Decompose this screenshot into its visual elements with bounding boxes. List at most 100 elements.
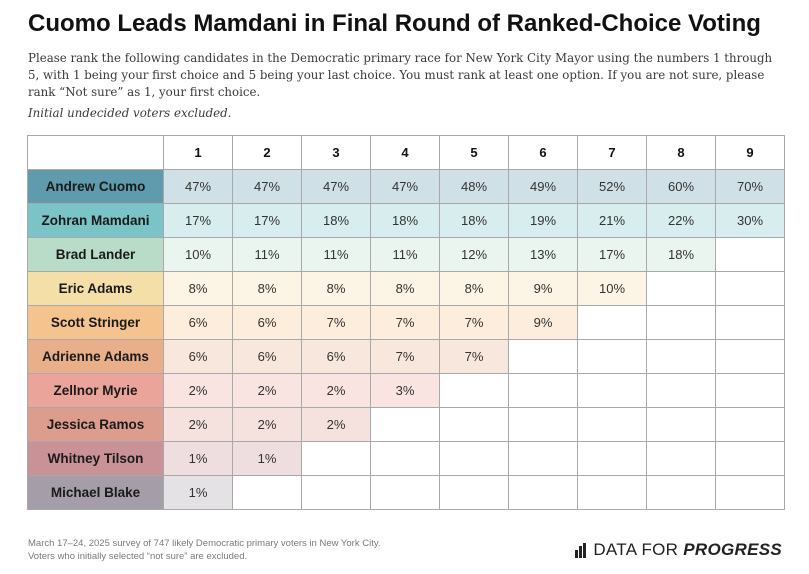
empty-cell [508,475,578,510]
vote-share-cell: 9% [508,305,578,340]
empty-cell [646,305,716,340]
round-header: 2 [232,135,302,170]
empty-cell [577,339,647,374]
vote-share-cell: 11% [232,237,302,272]
empty-cell [715,475,785,510]
round-header: 8 [646,135,716,170]
empty-cell [715,373,785,408]
question-text: Please rank the following candidates in … [28,51,773,99]
empty-cell [439,441,509,476]
empty-cell [715,339,785,374]
vote-share-cell: 3% [370,373,440,408]
empty-cell [646,271,716,306]
candidate-name: Eric Adams [27,271,164,306]
empty-cell [715,237,785,272]
vote-share-cell: 8% [163,271,233,306]
vote-share-cell: 7% [439,305,509,340]
empty-cell [646,373,716,408]
candidate-name: Adrienne Adams [27,339,164,374]
round-header: 3 [301,135,371,170]
bar-chart-icon [575,542,587,558]
vote-share-cell: 17% [163,203,233,238]
vote-share-cell: 2% [232,407,302,442]
empty-cell [646,475,716,510]
candidate-name: Whitney Tilson [27,441,164,476]
round-header: 5 [439,135,509,170]
candidate-name: Andrew Cuomo [27,169,164,204]
table-row: Zellnor Myrie 2% 2% 2% 3% [27,373,785,408]
table-row: Whitney Tilson 1% 1% [27,441,785,476]
table-row: Andrew Cuomo 47% 47% 47% 47% 48% 49% 52% 60% 70% [27,169,785,204]
chart-title: Cuomo Leads Mamdani in Final Round of Ra… [28,10,761,37]
table-row: Adrienne Adams 6% 6% 6% 7% 7% [27,339,785,374]
round-header: 4 [370,135,440,170]
empty-cell [370,407,440,442]
data-for-progress-logo: DATA FOR PROGRESS [575,540,782,560]
vote-share-cell: 8% [370,271,440,306]
vote-share-cell: 52% [577,169,647,204]
empty-cell [577,441,647,476]
vote-share-cell: 6% [301,339,371,374]
vote-share-cell: 2% [301,407,371,442]
vote-share-cell: 18% [301,203,371,238]
vote-share-cell: 70% [715,169,785,204]
logo-text: DATA FOR [593,540,679,559]
empty-cell [646,339,716,374]
empty-cell [715,407,785,442]
table-row: Jessica Ramos 2% 2% 2% [27,407,785,442]
vote-share-cell: 6% [232,339,302,374]
vote-share-cell: 18% [439,203,509,238]
vote-share-cell: 19% [508,203,578,238]
vote-share-cell: 13% [508,237,578,272]
candidate-name: Scott Stringer [27,305,164,340]
empty-cell [577,475,647,510]
vote-share-cell: 8% [301,271,371,306]
vote-share-cell: 2% [232,373,302,408]
empty-cell [439,407,509,442]
vote-share-cell: 1% [232,441,302,476]
empty-cell [646,407,716,442]
empty-cell [577,407,647,442]
vote-share-cell: 47% [163,169,233,204]
empty-cell [577,373,647,408]
round-header: 6 [508,135,578,170]
empty-cell [301,441,371,476]
empty-cell [646,441,716,476]
empty-cell [232,475,302,510]
vote-share-cell: 30% [715,203,785,238]
vote-share-cell: 18% [646,237,716,272]
header-corner-cell [27,135,164,170]
candidate-name: Zellnor Myrie [27,373,164,408]
vote-share-cell: 17% [232,203,302,238]
empty-cell [715,271,785,306]
vote-share-cell: 2% [163,373,233,408]
empty-cell [439,373,509,408]
vote-share-cell: 1% [163,441,233,476]
candidate-name: Jessica Ramos [27,407,164,442]
survey-source-note: March 17–24, 2025 survey of 747 likely D… [28,538,381,562]
vote-share-cell: 6% [232,305,302,340]
empty-cell [508,373,578,408]
vote-share-cell: 7% [370,339,440,374]
vote-share-cell: 8% [232,271,302,306]
candidate-name: Zohran Mamdani [27,203,164,238]
vote-share-cell: 7% [370,305,440,340]
empty-cell [577,305,647,340]
candidate-name: Michael Blake [27,475,164,510]
vote-share-cell: 11% [301,237,371,272]
vote-share-cell: 17% [577,237,647,272]
vote-share-cell: 6% [163,305,233,340]
vote-share-cell: 11% [370,237,440,272]
vote-share-cell: 2% [301,373,371,408]
vote-share-cell: 12% [439,237,509,272]
table-row: Eric Adams 8% 8% 8% 8% 8% 9% 10% [27,271,785,306]
empty-cell [508,441,578,476]
round-header: 1 [163,135,233,170]
vote-share-cell: 48% [439,169,509,204]
vote-share-cell: 10% [577,271,647,306]
empty-cell [508,407,578,442]
